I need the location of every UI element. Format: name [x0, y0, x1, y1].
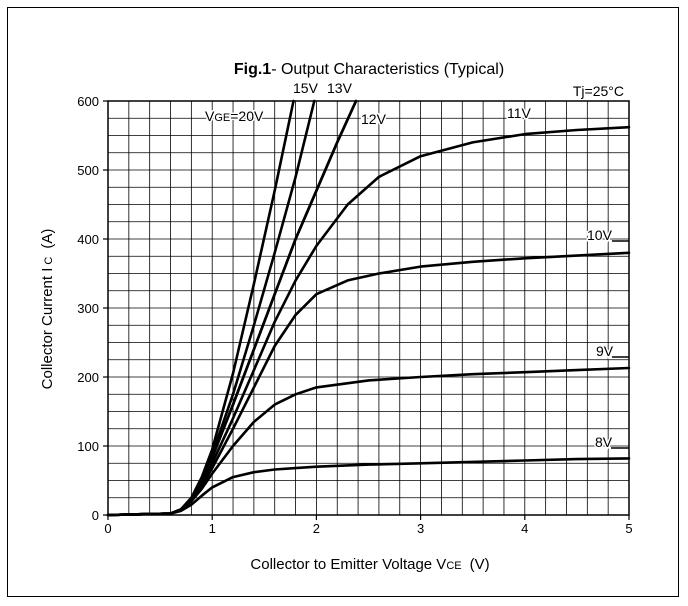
y-axis-label: Collector Current IC(A): [39, 229, 56, 390]
y-tick-label: 200: [77, 370, 99, 385]
y-tick-label: 400: [77, 232, 99, 247]
series-line-11v: [106, 125, 631, 517]
series-label: 8V: [595, 434, 613, 450]
series-line-8v: [106, 457, 631, 517]
x-tick-label: 0: [104, 521, 111, 536]
y-tick-label: 300: [77, 301, 99, 316]
x-axis-label: Collector to Emitter Voltage VCE (V): [250, 556, 489, 573]
series-line-10v: [106, 251, 631, 517]
y-tick-label: 600: [77, 94, 99, 109]
series-label: 9V: [596, 343, 614, 359]
series-label: 15V: [293, 80, 319, 96]
x-tick-label: 3: [417, 521, 424, 536]
x-tick-label: 1: [209, 521, 216, 536]
series-label: 13V: [327, 80, 353, 96]
series-label: VGE=20V: [205, 108, 264, 124]
x-tick-label: 2: [313, 521, 320, 536]
x-tick-label: 4: [521, 521, 528, 536]
figure-frame: [7, 7, 679, 597]
series-label: 11V: [507, 105, 532, 121]
x-tick-label: 5: [625, 521, 632, 536]
y-tick-label: 500: [77, 163, 99, 178]
series-label: 12V: [361, 111, 387, 127]
y-tick-label: 100: [77, 439, 99, 454]
series-line-9v: [106, 366, 631, 517]
chart-title: Fig.1- Output Characteristics (Typical): [234, 61, 504, 78]
y-tick-label: 0: [92, 508, 99, 523]
series-label: 10V: [587, 227, 613, 243]
temperature-condition: Tj=25°C: [573, 83, 624, 99]
